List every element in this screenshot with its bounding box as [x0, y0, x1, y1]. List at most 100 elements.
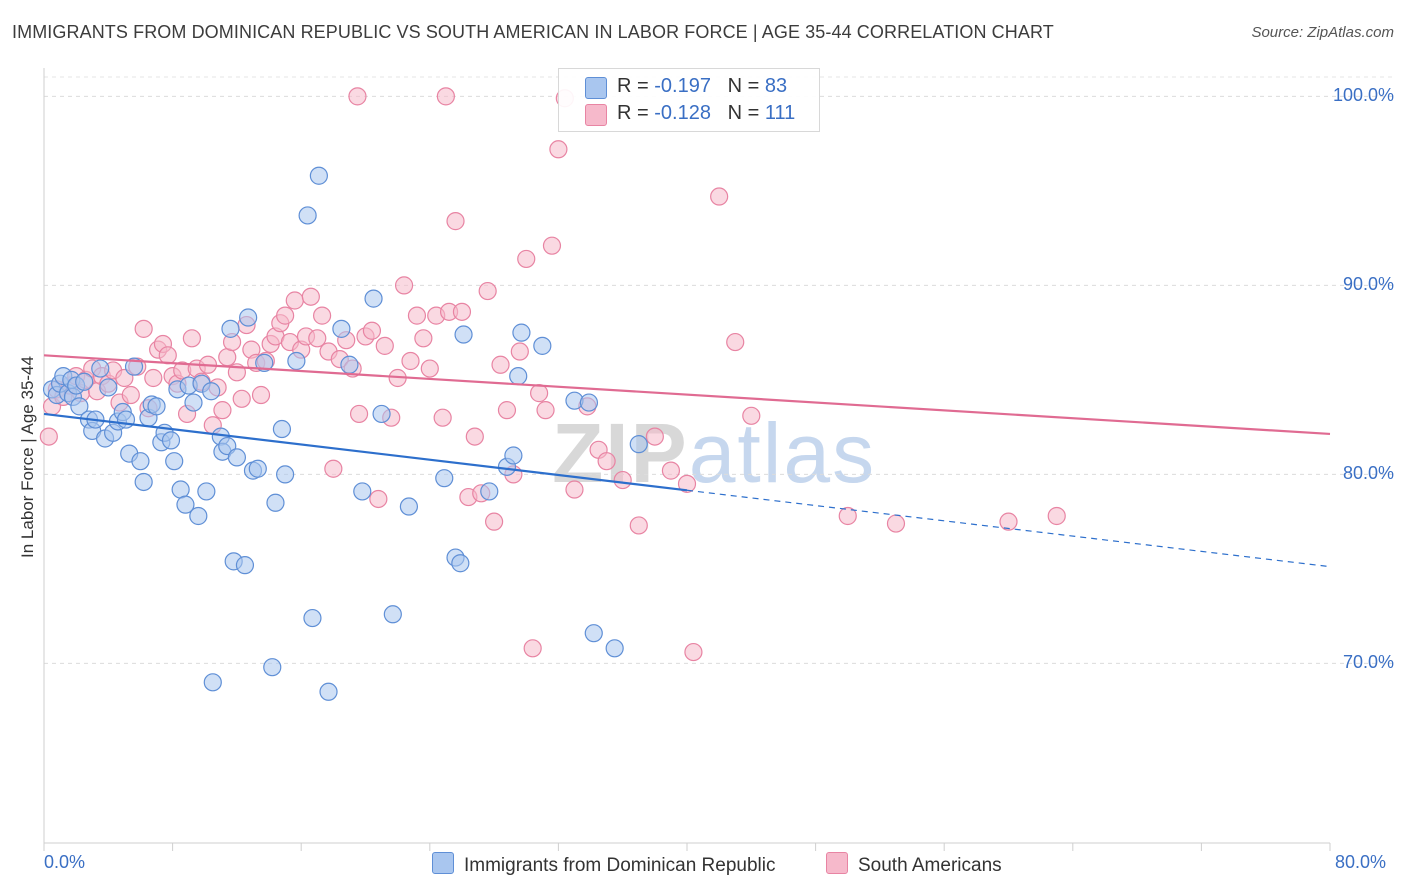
south-americans-point [420, 359, 439, 378]
south-americans-point [613, 470, 632, 490]
south-americans-point [369, 489, 388, 509]
south-americans-point [677, 474, 697, 493]
south-americans-trend-line [43, 354, 1331, 436]
dominican-republic-point [364, 289, 383, 308]
south-americans-point [497, 401, 517, 420]
south-americans-point [1047, 506, 1066, 526]
south-americans-point [144, 368, 163, 388]
dominican-republic-point [399, 497, 419, 516]
dominican-republic-point [629, 435, 648, 454]
dominican-republic-point [340, 355, 359, 374]
south-americans-point [446, 212, 465, 231]
south-americans-point [726, 332, 745, 352]
dominican-republic-point [533, 336, 552, 355]
legend-row-pink: R = -0.128 N = 111 [617, 102, 795, 125]
south-americans-point [407, 306, 427, 325]
south-americans-point [308, 329, 327, 348]
dominican-republic-point [298, 206, 317, 225]
dominican-republic-point [353, 482, 372, 501]
south-americans-point [536, 401, 555, 420]
bottom-legend-item-dominican: Immigrants from Dominican Republic [432, 852, 776, 877]
dominican-republic-trend-line [43, 412, 688, 492]
x-tick-label-max: 80.0% [1335, 852, 1387, 872]
dominican-republic-point [287, 351, 306, 371]
dominican-republic-point [165, 452, 184, 471]
south-americans-point [375, 336, 394, 355]
legend-r-label: R = [617, 75, 655, 97]
source-label: Source: ZipAtlas.com [1251, 24, 1394, 41]
south-americans-point [999, 512, 1018, 531]
dominican-republic-point [372, 404, 391, 424]
dominican-republic-point [134, 472, 153, 492]
dominican-republic-point [99, 378, 118, 397]
south-americans-point [565, 480, 584, 499]
south-americans-point [465, 427, 484, 446]
south-americans-point [39, 427, 58, 446]
south-americans-point [362, 321, 382, 340]
dominican-republic-point [147, 397, 166, 416]
south-americans-point [478, 281, 497, 301]
legend-swatch-pink [585, 104, 607, 126]
dominican-republic-point [435, 469, 454, 488]
south-americans-point [276, 306, 295, 325]
dominican-republic-point [309, 166, 328, 185]
south-americans-point [542, 236, 562, 255]
y-tick-label: 100.0% [1332, 85, 1394, 106]
y-tick-label: 90.0% [1342, 274, 1394, 295]
dominican-republic-point [383, 605, 402, 624]
dominican-republic-point [605, 639, 624, 658]
south-americans-point [629, 516, 648, 535]
dominican-republic-point [512, 323, 531, 342]
dominican-republic-point [189, 506, 208, 526]
grid-lines [44, 76, 1392, 664]
dominican-republic-point [303, 608, 322, 628]
dominican-republic-point [509, 367, 528, 386]
south-americans-point [324, 459, 343, 478]
dominican-republic-point [255, 353, 274, 372]
bottom-legend-item-south-americans: South Americans [826, 852, 1002, 877]
y-tick-label: 70.0% [1342, 652, 1394, 673]
south-americans-point [452, 302, 472, 321]
bottom-legend-swatch-blue [432, 852, 454, 874]
legend-n-label: N = [727, 102, 765, 124]
bottom-legend-label-dominican: Immigrants from Dominican Republic [464, 855, 776, 876]
legend-r-label: R = [617, 102, 655, 124]
south-americans-point [661, 461, 681, 480]
bottom-legend-swatch-pink [826, 852, 848, 874]
dominican-republic-point [202, 382, 221, 401]
dominican-republic-point [184, 393, 203, 412]
south-americans-point [213, 401, 232, 420]
south-americans-point [121, 385, 140, 405]
legend-swatch-blue [585, 77, 607, 99]
dominican-republic-trend-projection [686, 489, 1331, 568]
south-americans-point [218, 348, 237, 367]
dominican-republic-point [221, 319, 240, 338]
south-americans-point [433, 408, 452, 427]
dominican-republic-point [176, 495, 195, 514]
trend-lines [43, 354, 1331, 568]
dominican-republic-point [248, 459, 267, 478]
watermark-atlas: atlas [688, 406, 877, 500]
south-americans-point [401, 351, 420, 371]
dominican-republic-point [272, 419, 292, 439]
dominican-republic-point [319, 682, 338, 701]
south-americans-point [348, 87, 367, 106]
south-americans-point [232, 389, 251, 408]
dominican-republic-point [235, 556, 255, 575]
dominican-republic-point [116, 410, 136, 429]
south-americans-point [684, 642, 703, 662]
dominican-republic-point [171, 480, 190, 499]
dominican-republic-point [161, 431, 181, 450]
south-americans-point [134, 319, 153, 338]
dominican-republic-point [451, 554, 470, 573]
dominican-republic-point [70, 397, 89, 416]
dominican-republic-point [504, 446, 523, 465]
south-americans-point [517, 249, 536, 269]
south-americans-point [485, 512, 504, 531]
dominican-republic-point [332, 319, 351, 338]
south-americans-point [394, 276, 414, 295]
dominican-republic-point [263, 658, 282, 677]
axes [43, 68, 1331, 851]
dominican-republic-point [454, 325, 473, 344]
